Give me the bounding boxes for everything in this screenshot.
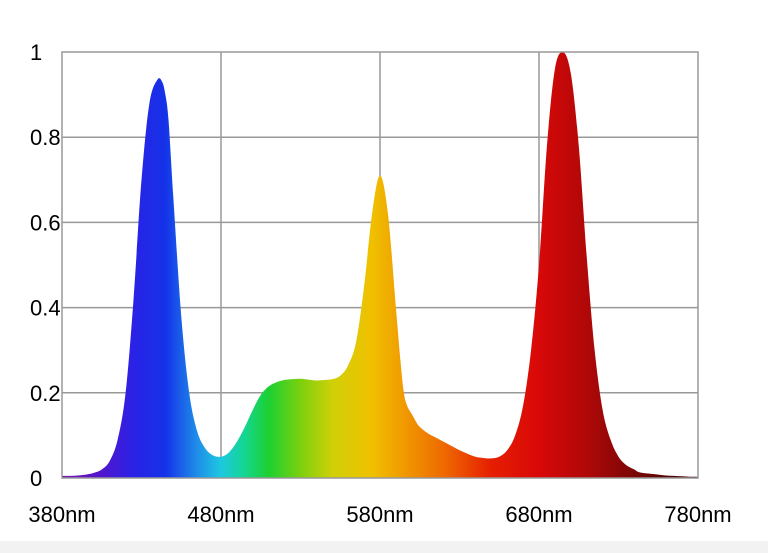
x-tick-label: 480nm <box>187 502 254 527</box>
x-tick-label: 380nm <box>28 502 95 527</box>
x-tick-label: 780nm <box>664 502 731 527</box>
y-axis-labels: 0 0.2 0.4 0.6 0.8 1 <box>30 40 61 491</box>
y-tick-label: 0.2 <box>30 381 61 406</box>
y-tick-label: 1 <box>30 40 42 65</box>
footer-strip <box>0 541 768 553</box>
spectrum-area <box>62 52 698 478</box>
y-tick-label: 0.8 <box>30 125 61 150</box>
x-tick-label: 580nm <box>346 502 413 527</box>
plot-frame <box>61 51 699 479</box>
y-tick-label: 0 <box>30 466 42 491</box>
y-tick-label: 0.6 <box>30 210 61 235</box>
x-axis-labels: 380nm 480nm 580nm 680nm 780nm <box>28 502 731 527</box>
x-tick-label: 680nm <box>505 502 572 527</box>
y-tick-label: 0.4 <box>30 296 61 321</box>
